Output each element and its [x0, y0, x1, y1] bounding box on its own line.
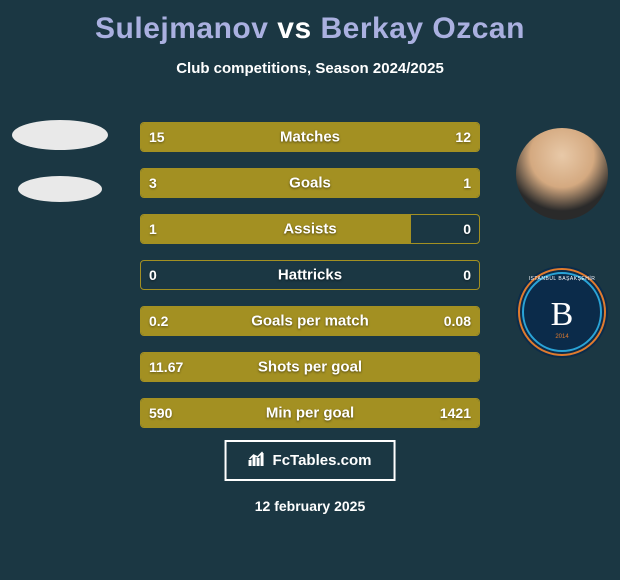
page-title: Sulejmanov vs Berkay Ozcan: [0, 0, 620, 46]
stat-row: 10Assists: [140, 214, 480, 244]
stat-row: 5901421Min per goal: [140, 398, 480, 428]
stat-row: 1512Matches: [140, 122, 480, 152]
comparison-card: Sulejmanov vs Berkay Ozcan Club competit…: [0, 0, 620, 580]
stat-label: Goals: [141, 175, 479, 192]
stat-label: Hattricks: [141, 267, 479, 284]
player1-avatar-placeholder: [12, 120, 108, 150]
player1-club-placeholder: [18, 176, 102, 202]
footer-date: 12 february 2025: [0, 498, 620, 514]
stat-label: Matches: [141, 129, 479, 146]
chart-icon: [249, 450, 267, 471]
player2-name: Berkay Ozcan: [321, 12, 525, 45]
footer-site: FcTables.com: [273, 452, 372, 469]
stat-label: Shots per goal: [141, 359, 479, 376]
stat-label: Goals per match: [141, 313, 479, 330]
badge-club-name: ISTANBUL BAŞAKŞEHİR: [529, 276, 596, 282]
player2-avatar: [516, 128, 608, 220]
stat-row: 11.67Shots per goal: [140, 352, 480, 382]
vs-text: vs: [277, 12, 311, 45]
badge-year: 2014: [555, 334, 568, 340]
stat-row: 31Goals: [140, 168, 480, 198]
stat-rows: 1512Matches 31Goals 10Assists 00Hattricks 0.…: [140, 122, 480, 444]
stat-label: Assists: [141, 221, 479, 238]
subtitle: Club competitions, Season 2024/2025: [0, 60, 620, 77]
stat-row: 00Hattricks: [140, 260, 480, 290]
stat-row: 0.20.08Goals per match: [140, 306, 480, 336]
player1-name: Sulejmanov: [95, 12, 268, 45]
player2-club-badge: ISTANBUL BAŞAKŞEHİR B 2014: [516, 266, 608, 358]
stat-label: Min per goal: [141, 405, 479, 422]
badge-inner-ring: [522, 272, 602, 352]
footer-brand-box: FcTables.com: [225, 440, 396, 481]
